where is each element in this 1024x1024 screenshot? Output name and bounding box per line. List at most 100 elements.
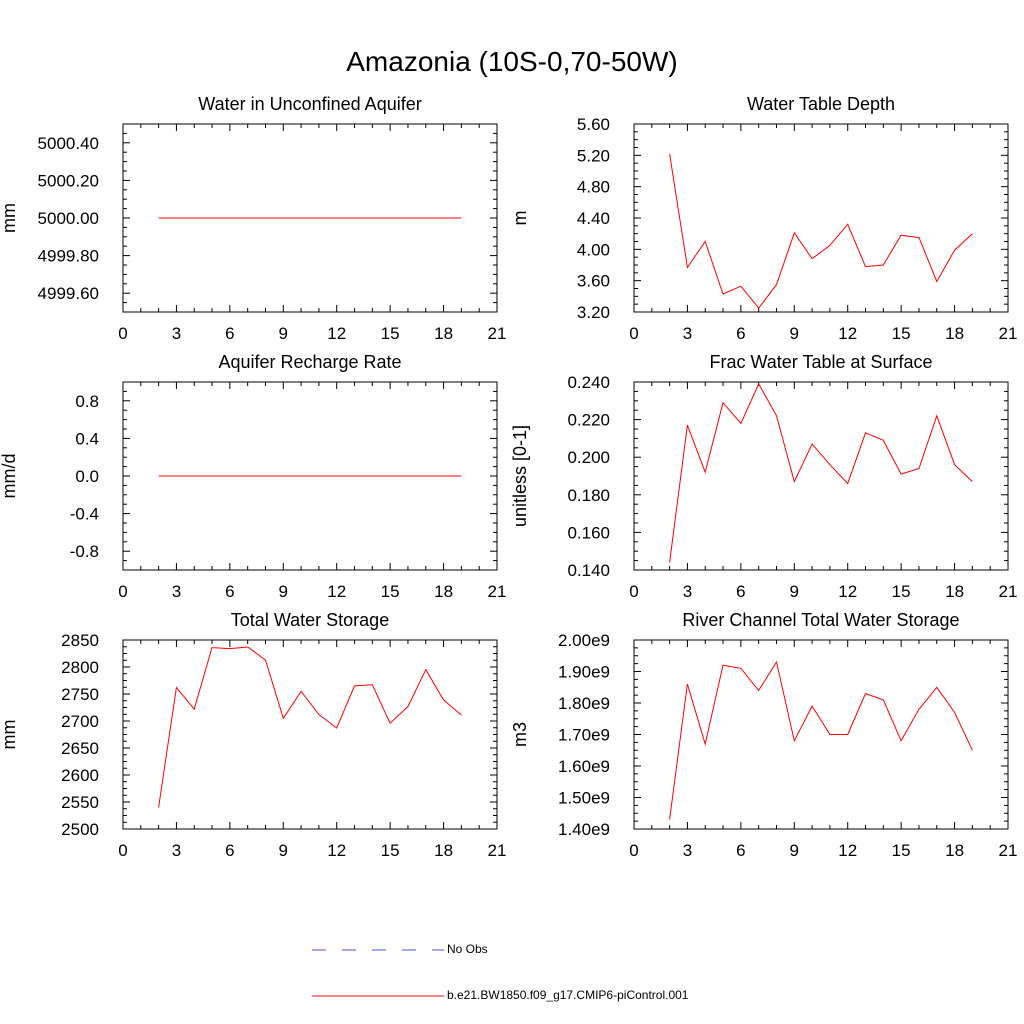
x-tick-label: 15 xyxy=(381,324,400,343)
y-tick-label: 4999.80 xyxy=(38,247,99,266)
x-tick-label: 6 xyxy=(736,582,745,601)
plot-frame xyxy=(633,123,1009,313)
y-tick-label: 2800 xyxy=(61,658,99,677)
plot-frame xyxy=(122,639,498,830)
x-tick-label: 6 xyxy=(736,324,745,343)
y-tick-label: 5000.00 xyxy=(38,209,99,228)
x-tick-label: 9 xyxy=(279,841,288,860)
panel-title: Water in Unconfined Aquifer xyxy=(198,94,421,114)
y-tick-label: 5000.20 xyxy=(38,171,99,190)
panel-title: Water Table Depth xyxy=(747,94,895,114)
x-tick-label: 3 xyxy=(683,841,692,860)
y-tick-label: 4.00 xyxy=(577,240,610,259)
x-tick-label: 15 xyxy=(381,841,400,860)
y-tick-label: 1.80e9 xyxy=(558,694,610,713)
series-line xyxy=(669,153,973,309)
x-tick-label: 3 xyxy=(683,582,692,601)
x-tick-label: 21 xyxy=(488,324,507,343)
x-tick-label: 3 xyxy=(172,324,181,343)
figure-title: Amazonia (10S-0,70-50W) xyxy=(346,46,678,77)
y-tick-label: 3.20 xyxy=(577,303,610,322)
y-tick-label: 3.60 xyxy=(577,272,610,291)
y-tick-label: 4.40 xyxy=(577,209,610,228)
x-tick-label: 6 xyxy=(225,324,234,343)
y-tick-label: 0.4 xyxy=(75,429,99,448)
x-tick-label: 12 xyxy=(327,841,346,860)
x-tick-label: 12 xyxy=(327,324,346,343)
y-axis-label: mm/d xyxy=(0,454,19,499)
x-tick-label: 6 xyxy=(225,841,234,860)
x-tick-label: 3 xyxy=(172,841,181,860)
x-tick-label: 3 xyxy=(172,582,181,601)
y-tick-label: 2500 xyxy=(61,820,99,839)
y-tick-label: 1.70e9 xyxy=(558,726,610,745)
x-tick-label: 18 xyxy=(434,582,453,601)
x-tick-label: 21 xyxy=(999,324,1018,343)
x-tick-label: 0 xyxy=(118,841,127,860)
y-tick-label: 1.60e9 xyxy=(558,757,610,776)
x-tick-label: 9 xyxy=(279,324,288,343)
chart-panel-5: Total Water Storage mm 0 3 6 9 12 15 18 21 2500 255… xyxy=(0,610,506,860)
y-tick-label: 0.200 xyxy=(567,448,610,467)
y-tick-label: 1.40e9 xyxy=(558,820,610,839)
y-tick-label: -0.8 xyxy=(70,542,99,561)
x-tick-label: 6 xyxy=(225,582,234,601)
plot-frame xyxy=(633,639,1009,830)
x-tick-label: 18 xyxy=(945,582,964,601)
x-tick-label: 9 xyxy=(790,841,799,860)
y-tick-label: 5.60 xyxy=(577,115,610,134)
panel-title: Aquifer Recharge Rate xyxy=(218,352,401,372)
y-tick-label: -0.4 xyxy=(70,505,99,524)
x-tick-label: 15 xyxy=(892,841,911,860)
x-tick-label: 0 xyxy=(629,841,638,860)
y-axis-label: unitless [0-1] xyxy=(510,425,530,527)
y-tick-label: 2650 xyxy=(61,739,99,758)
y-tick-label: 2600 xyxy=(61,766,99,785)
y-tick-label: 1.50e9 xyxy=(558,789,610,808)
x-tick-label: 12 xyxy=(327,582,346,601)
y-tick-label: 1.90e9 xyxy=(558,663,610,682)
y-tick-label: 2750 xyxy=(61,685,99,704)
panel-title: Total Water Storage xyxy=(231,610,389,630)
y-axis-label: m3 xyxy=(510,722,530,747)
chart-panel-1: Water in Unconfined Aquifer mm 0 3 6 9 12 15 18 2… xyxy=(0,94,506,343)
x-tick-label: 12 xyxy=(838,582,857,601)
chart-panel-6: River Channel Total Water Storage m3 0 3 6 9 1… xyxy=(510,610,1017,860)
x-tick-label: 6 xyxy=(736,841,745,860)
panel-title: River Channel Total Water Storage xyxy=(682,610,959,630)
x-tick-label: 3 xyxy=(683,324,692,343)
x-tick-label: 0 xyxy=(629,324,638,343)
chart-panel-2: Water Table Depth m 0 3 6 9 12 15 18 21 3.20 3.60 4.… xyxy=(510,94,1017,343)
y-tick-label: 4.80 xyxy=(577,178,610,197)
series-line xyxy=(158,646,462,808)
y-axis-label: m xyxy=(510,211,530,226)
y-tick-label: 0.240 xyxy=(567,373,610,392)
y-axis-label: mm xyxy=(0,203,19,233)
y-tick-label: 0.180 xyxy=(567,486,610,505)
x-tick-label: 21 xyxy=(488,841,507,860)
y-tick-label: 2550 xyxy=(61,793,99,812)
y-tick-label: 0.220 xyxy=(567,411,610,430)
y-axis-label: mm xyxy=(0,720,19,750)
x-tick-label: 12 xyxy=(838,324,857,343)
y-tick-label: 5.20 xyxy=(577,146,610,165)
x-tick-label: 9 xyxy=(790,582,799,601)
x-tick-label: 15 xyxy=(892,582,911,601)
series-line xyxy=(669,660,973,820)
x-tick-label: 0 xyxy=(118,324,127,343)
x-tick-label: 18 xyxy=(945,841,964,860)
series-line xyxy=(669,382,973,563)
y-tick-label: 2700 xyxy=(61,712,99,731)
x-tick-label: 21 xyxy=(999,582,1018,601)
plot-frame xyxy=(633,381,1009,571)
y-tick-label: 0.8 xyxy=(75,392,99,411)
x-tick-label: 21 xyxy=(999,841,1018,860)
x-tick-label: 0 xyxy=(629,582,638,601)
panel-title: Frac Water Table at Surface xyxy=(709,352,932,372)
chart-panel-4: Frac Water Table at Surface unitless [0-1… xyxy=(510,352,1017,601)
x-tick-label: 9 xyxy=(279,582,288,601)
y-tick-label: 4999.60 xyxy=(38,284,99,303)
x-tick-label: 18 xyxy=(434,324,453,343)
x-tick-label: 21 xyxy=(488,582,507,601)
